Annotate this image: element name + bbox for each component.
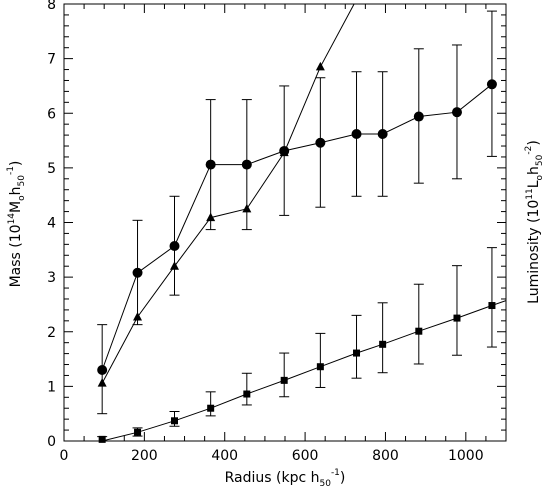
series [97, 4, 506, 443]
series-line-circle [101, 83, 493, 371]
data-point-square [353, 349, 361, 357]
series-line-square [102, 300, 506, 441]
series-line-triangle [101, 4, 355, 384]
series-circle [97, 10, 497, 415]
x-tick-label: 200 [131, 448, 158, 464]
data-point-square [415, 327, 423, 335]
data-point-square [316, 363, 324, 371]
data-point-circle [413, 111, 424, 122]
data-point-square [453, 314, 461, 322]
y-axis-label-left: Mass (1014Moh50-1) [6, 161, 27, 288]
data-point-triangle [206, 212, 216, 222]
data-point-square [379, 340, 387, 348]
data-point-circle [241, 159, 252, 170]
data-point-triangle [133, 312, 143, 321]
y-tick-label: 5 [47, 161, 56, 177]
y-tick-label: 1 [47, 379, 56, 395]
data-point-circle [97, 364, 108, 375]
data-point-circle [486, 79, 497, 90]
x-tick-label: 1000 [448, 448, 484, 464]
data-point-square [280, 376, 288, 384]
y-tick-label: 6 [47, 106, 56, 122]
x-tick-label: 400 [211, 448, 238, 464]
data-point-triangle [170, 261, 179, 270]
data-point-square [243, 390, 251, 398]
y-tick-label: 8 [47, 0, 56, 13]
y-axis-label-right: Luminosity (1011Loh50-2) [524, 140, 545, 304]
x-tick-label: 800 [372, 448, 399, 464]
series-square [97, 247, 506, 443]
data-point-triangle [242, 203, 252, 213]
data-point-triangle [279, 147, 289, 157]
data-point-square [171, 417, 178, 425]
data-point-circle [451, 107, 462, 118]
y-ticks: 0 1 2 3 4 5 6 7 8 [47, 0, 506, 450]
x-tick-label: 0 [60, 448, 69, 464]
y-tick-label: 4 [47, 216, 56, 232]
data-point-square [207, 404, 215, 412]
y-tick-label: 3 [47, 270, 56, 286]
y-tick-label: 7 [47, 52, 56, 68]
data-point-circle [205, 159, 216, 170]
data-point-circle [315, 137, 326, 148]
data-point-triangle [315, 61, 325, 71]
data-point-circle [377, 129, 388, 140]
data-point-circle [132, 267, 143, 278]
data-point-circle [169, 240, 180, 251]
series-triangle [97, 4, 355, 387]
plot-frame [63, 3, 507, 442]
y-tick-label: 0 [47, 434, 56, 450]
data-point-square [134, 428, 142, 436]
x-ticks: 0 200 400 600 800 1000 [60, 4, 507, 464]
y-tick-label: 2 [47, 325, 56, 341]
data-point-circle [351, 129, 362, 140]
axes [63, 3, 507, 442]
data-point-square [98, 435, 106, 443]
x-tick-label: 600 [292, 448, 319, 464]
x-axis-label: Radius (kpc h50-1) [225, 468, 346, 489]
data-point-triangle [97, 378, 107, 387]
data-point-square [488, 302, 496, 310]
